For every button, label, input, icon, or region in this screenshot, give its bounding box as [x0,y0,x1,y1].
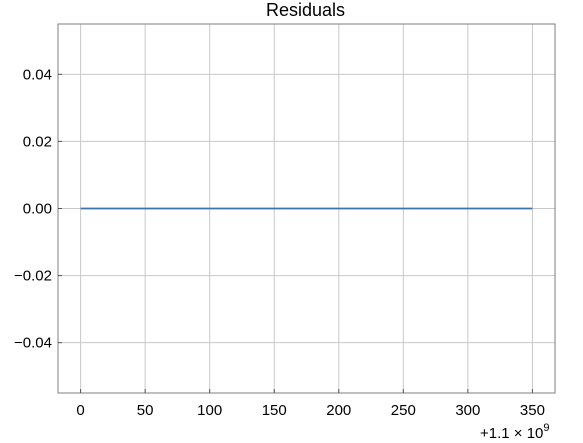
y-tick-labels: 0.04 0.02 0.00 −0.02 −0.04 [14,66,52,351]
x-tick-labels: 0 50 100 150 200 250 300 350 [76,402,545,419]
x-tick-label: 50 [137,402,154,419]
y-tick-label: 0.00 [23,201,52,218]
y-tick-label: −0.04 [14,335,52,352]
x-tick-label: 300 [455,402,480,419]
x-tick-label: 100 [197,402,222,419]
y-tick-label: −0.02 [14,268,52,285]
x-offset-label: +1.1 × 109 [480,422,550,442]
tick-layer [58,73,533,393]
x-tick-label: 200 [326,402,351,419]
x-tick-label: 150 [262,402,287,419]
y-tick-label: 0.02 [23,133,52,150]
x-offset-base: +1.1 × 10 [480,425,543,442]
y-tick-label: 0.04 [23,66,52,83]
x-tick-label: 0 [76,402,84,419]
x-offset-exponent: 9 [543,422,549,434]
x-tick-label: 350 [520,402,545,419]
x-tick-label: 250 [391,402,416,419]
chart-title: Residuals [266,0,345,20]
